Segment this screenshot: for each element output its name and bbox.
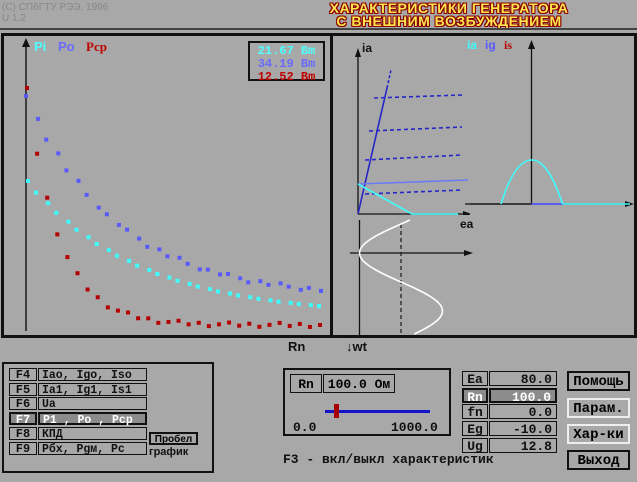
svg-text:Po: Po bbox=[58, 39, 75, 54]
svg-text:Pi: Pi bbox=[34, 39, 46, 54]
svg-text:ia: ia bbox=[362, 41, 372, 55]
svg-text:Pcp: Pcp bbox=[86, 39, 107, 54]
svg-text:is: is bbox=[504, 38, 512, 52]
svg-text:ig: ig bbox=[485, 38, 496, 52]
svg-text:ia: ia bbox=[467, 38, 477, 52]
svg-text:ea: ea bbox=[460, 217, 474, 231]
